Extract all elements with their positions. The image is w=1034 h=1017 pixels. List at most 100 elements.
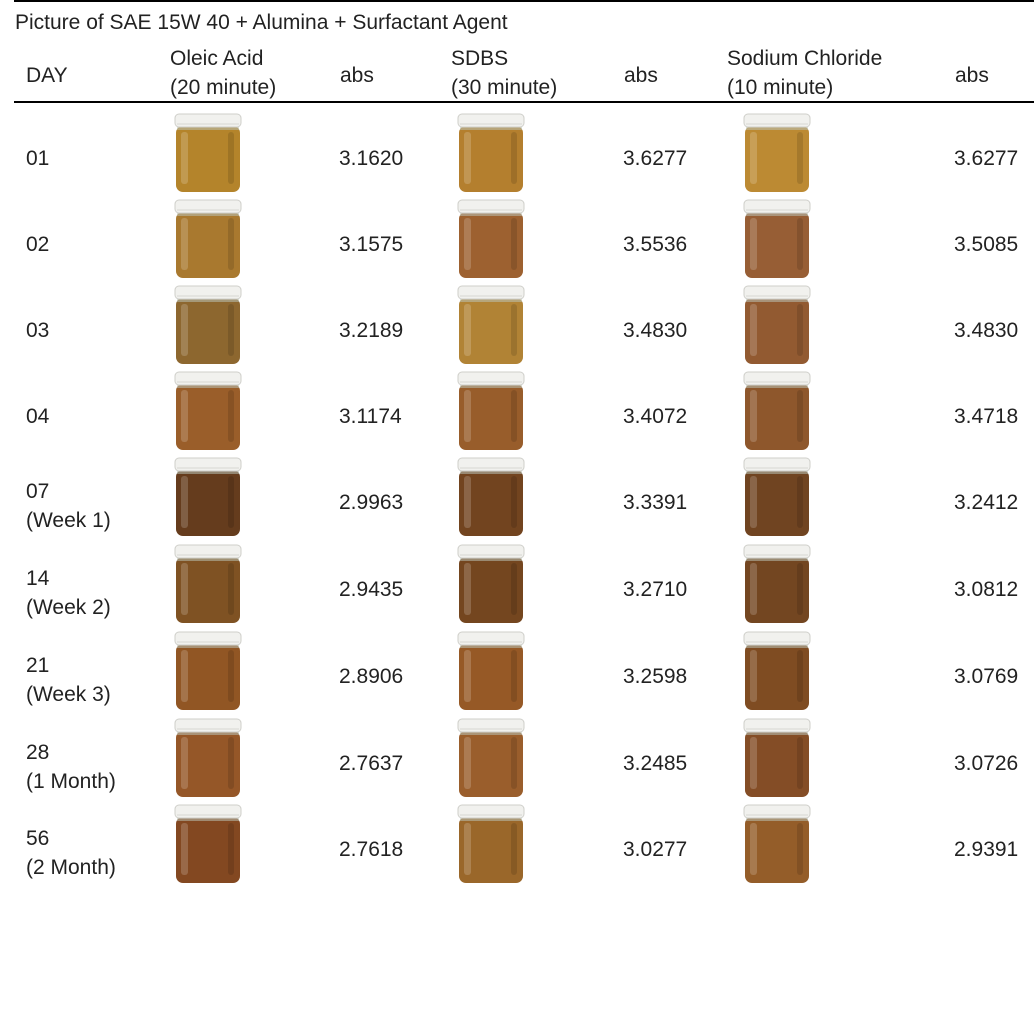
oleic-acid-abs-value: 2.7637 (339, 752, 404, 775)
header-sodium-chloride: Sodium Chloride (727, 47, 883, 70)
sdbs-abs-value: 3.2485 (623, 752, 688, 775)
oleic-acid-jar-photo (172, 370, 244, 452)
sodium-chloride-jar-photo (741, 198, 813, 280)
sdbs-jar-photo (455, 543, 527, 625)
day-period: (Week 2) (26, 596, 111, 619)
sodium-chloride-abs-value: 2.9391 (954, 838, 1019, 861)
day-period: (Week 3) (26, 683, 111, 706)
sodium-chloride-jar-photo (741, 284, 813, 366)
oleic-acid-abs-value: 3.1174 (339, 405, 402, 428)
sodium-chloride-jar-photo (741, 370, 813, 452)
sodium-chloride-jar-photo (741, 112, 813, 194)
day-number: 28 (26, 741, 50, 764)
sdbs-abs-value: 3.2598 (623, 665, 688, 688)
sdbs-abs-value: 3.2710 (623, 578, 688, 601)
table-row: 56 (2 Month) 2.7618 3.0277 2.9391 (0, 803, 1034, 889)
day-cell: 56 (2 Month) (26, 824, 116, 882)
table-row: 03 3.2189 3.4830 3.4830 (0, 284, 1034, 370)
oleic-acid-jar-photo (172, 198, 244, 280)
day-cell: 01 (26, 144, 49, 173)
sodium-chloride-jar-photo (741, 456, 813, 538)
oleic-acid-jar-photo (172, 543, 244, 625)
sdbs-jar-photo (455, 630, 527, 712)
oleic-acid-jar-photo (172, 112, 244, 194)
oleic-acid-abs-value: 2.7618 (339, 838, 404, 861)
table-row: 01 3.1620 3.6277 3.6277 (0, 112, 1034, 198)
day-number: 01 (26, 147, 50, 170)
day-cell: 03 (26, 316, 49, 345)
sodium-chloride-jar-photo (741, 717, 813, 799)
sodium-chloride-abs-value: 3.2412 (954, 491, 1019, 514)
sdbs-jar-photo (455, 456, 527, 538)
day-number: 21 (26, 654, 50, 677)
oleic-acid-jar-photo (172, 284, 244, 366)
header-oleic-acid-time: (20 minute) (170, 76, 277, 99)
day-cell: 07 (Week 1) (26, 477, 111, 535)
header-sodium-chloride-time: (10 minute) (727, 76, 834, 99)
day-number: 14 (26, 567, 50, 590)
header-sdbs-time: (30 minute) (451, 76, 558, 99)
header-day: DAY (26, 64, 68, 87)
sodium-chloride-jar-photo (741, 543, 813, 625)
sdbs-abs-value: 3.3391 (623, 491, 688, 514)
sdbs-jar-photo (455, 370, 527, 452)
oleic-acid-abs-value: 3.1620 (339, 147, 404, 170)
day-period: (1 Month) (26, 770, 116, 793)
oleic-acid-abs-value: 2.9435 (339, 578, 404, 601)
oleic-acid-abs-value: 3.1575 (339, 233, 404, 256)
day-cell: 02 (26, 230, 49, 259)
day-number: 02 (26, 233, 50, 256)
table-row: 07 (Week 1) 2.9963 3.3391 3.2412 (0, 456, 1034, 542)
day-number: 07 (26, 480, 50, 503)
table-row: 02 3.1575 3.5536 3.5085 (0, 198, 1034, 284)
table-row: 04 3.1174 3.4072 3.4718 (0, 370, 1034, 456)
sdbs-abs-value: 3.5536 (623, 233, 688, 256)
sodium-chloride-abs-value: 3.5085 (954, 233, 1019, 256)
oleic-acid-jar-photo (172, 630, 244, 712)
header-abs-sodium-chloride: abs (955, 64, 989, 87)
sodium-chloride-abs-value: 3.0769 (954, 665, 1019, 688)
day-cell: 14 (Week 2) (26, 564, 111, 622)
oleic-acid-jar-photo (172, 803, 244, 885)
sdbs-abs-value: 3.6277 (623, 147, 688, 170)
day-number: 04 (26, 405, 50, 428)
sdbs-jar-photo (455, 284, 527, 366)
table-row: 28 (1 Month) 2.7637 3.2485 3.0726 (0, 717, 1034, 803)
day-number: 56 (26, 827, 50, 850)
header-oleic-acid: Oleic Acid (170, 47, 264, 70)
table-title: Picture of SAE 15W 40 + Alumina + Surfac… (15, 11, 508, 34)
header-abs-oleic: abs (340, 64, 374, 87)
sodium-chloride-abs-value: 3.4718 (954, 405, 1019, 428)
day-cell: 28 (1 Month) (26, 738, 116, 796)
sdbs-abs-value: 3.4830 (623, 319, 688, 342)
top-rule (14, 0, 1034, 2)
oleic-acid-abs-value: 2.8906 (339, 665, 404, 688)
day-cell: 21 (Week 3) (26, 651, 111, 709)
sdbs-abs-value: 3.4072 (623, 405, 688, 428)
sdbs-jar-photo (455, 803, 527, 885)
day-cell: 04 (26, 402, 49, 431)
sodium-chloride-abs-value: 3.0726 (954, 752, 1019, 775)
day-period: (Week 1) (26, 509, 111, 532)
sdbs-jar-photo (455, 112, 527, 194)
sdbs-jar-photo (455, 717, 527, 799)
sodium-chloride-jar-photo (741, 630, 813, 712)
sdbs-jar-photo (455, 198, 527, 280)
header-sdbs: SDBS (451, 47, 509, 70)
sodium-chloride-abs-value: 3.0812 (954, 578, 1019, 601)
oleic-acid-abs-value: 3.2189 (339, 319, 404, 342)
oleic-acid-abs-value: 2.9963 (339, 491, 404, 514)
table-row: 14 (Week 2) 2.9435 3.2710 3.0812 (0, 543, 1034, 629)
table-row: 21 (Week 3) 2.8906 3.2598 3.0769 (0, 630, 1034, 716)
sodium-chloride-abs-value: 3.6277 (954, 147, 1019, 170)
header-rule (14, 101, 1034, 103)
oleic-acid-jar-photo (172, 456, 244, 538)
sodium-chloride-jar-photo (741, 803, 813, 885)
sodium-chloride-abs-value: 3.4830 (954, 319, 1019, 342)
day-number: 03 (26, 319, 50, 342)
header-abs-sdbs: abs (624, 64, 658, 87)
day-period: (2 Month) (26, 856, 116, 879)
oleic-acid-jar-photo (172, 717, 244, 799)
sdbs-abs-value: 3.0277 (623, 838, 688, 861)
